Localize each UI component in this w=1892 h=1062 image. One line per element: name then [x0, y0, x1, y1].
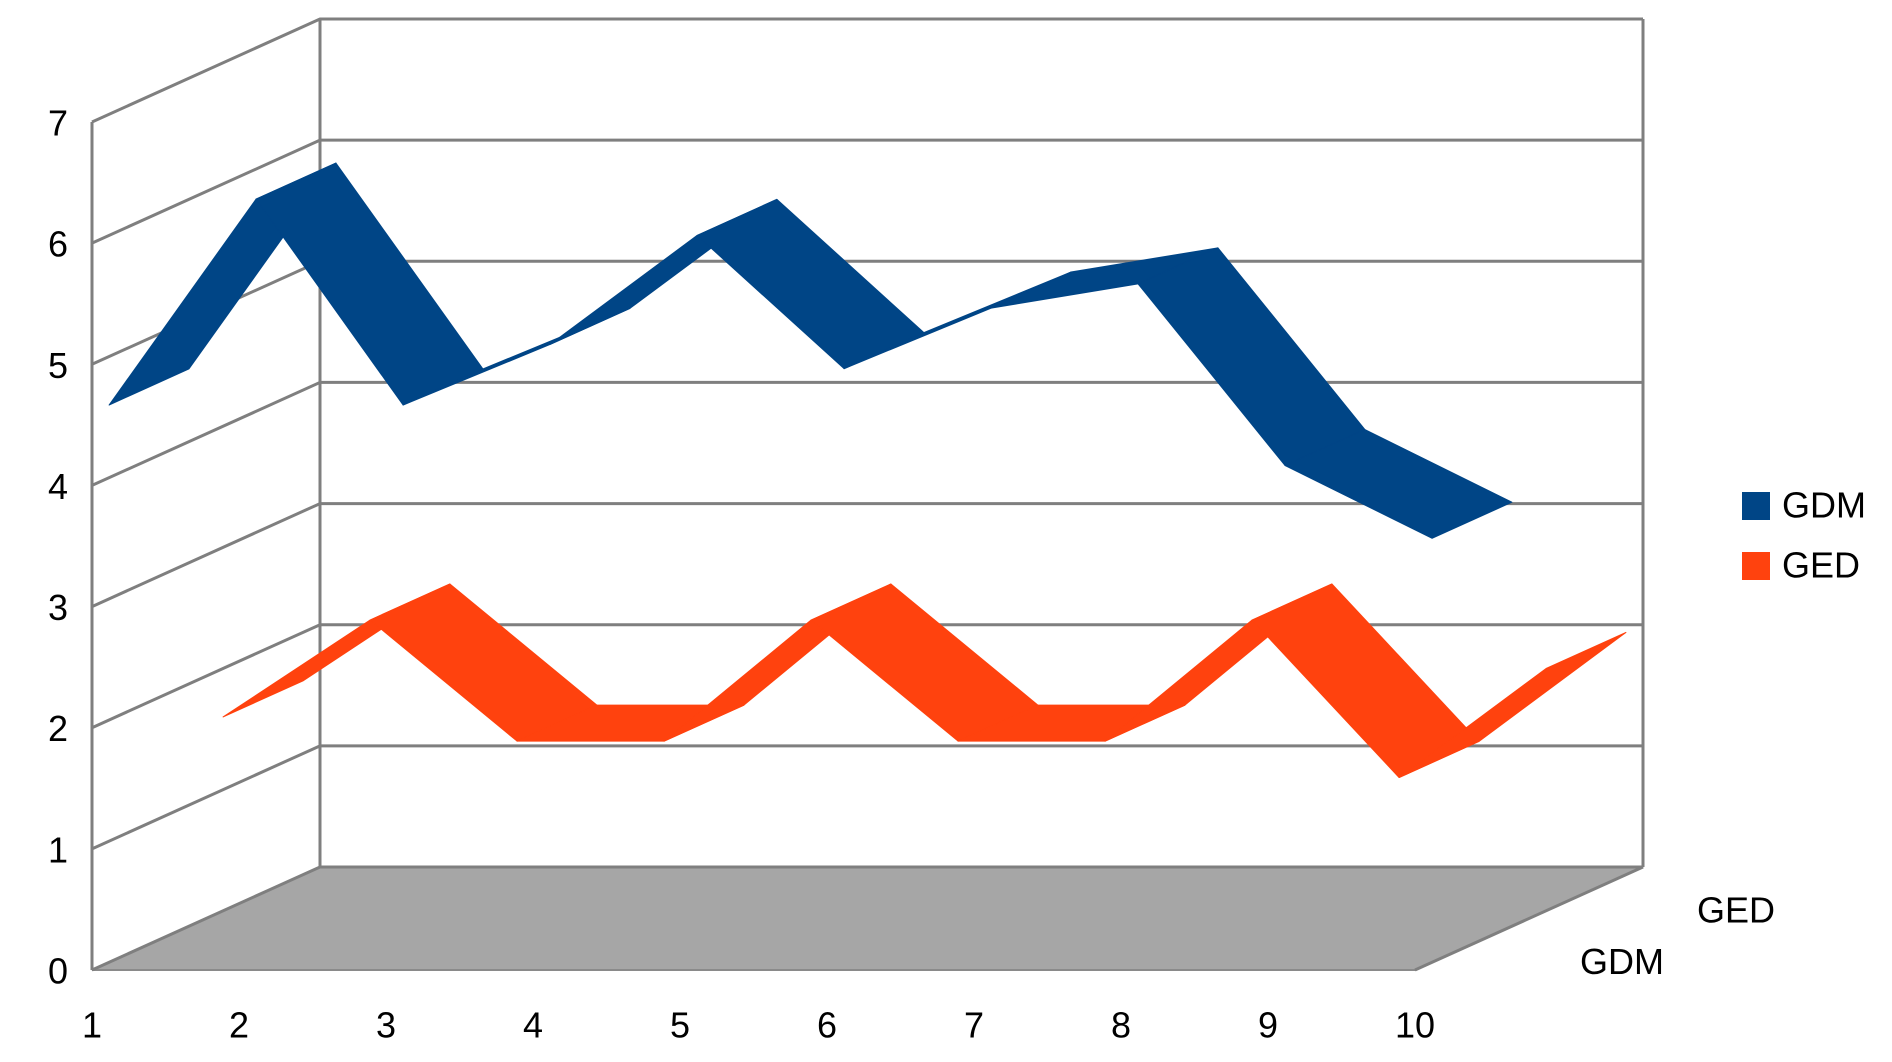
ribbon-segment [696, 198, 925, 370]
y-tick-label: 7 [48, 103, 68, 144]
ribbon-segment [810, 583, 1039, 742]
grid-line [91, 865, 1643, 972]
x-tick-label: 4 [523, 1005, 543, 1046]
ribbon-segment [1284, 429, 1513, 539]
ribbon-segment [369, 583, 598, 742]
legend-label: GDM [1782, 485, 1866, 526]
legend-swatch [1742, 552, 1770, 580]
x-tick-label: 10 [1395, 1005, 1435, 1046]
grid-line [91, 623, 1643, 730]
grid-line [91, 744, 1643, 851]
ribbon-segment [255, 162, 484, 406]
grid-line [91, 17, 1643, 124]
x-tick-label: 2 [229, 1005, 249, 1046]
x-tick-label: 5 [670, 1005, 690, 1046]
y-tick-label: 6 [48, 224, 68, 265]
y-tick-label: 0 [48, 951, 68, 992]
y-tick-label: 3 [48, 587, 68, 628]
y-tick-label: 5 [48, 345, 68, 386]
x-tick-label: 7 [964, 1005, 984, 1046]
depth-label: GED [1697, 889, 1775, 930]
x-tick-label: 6 [817, 1005, 837, 1046]
x-tick-label: 9 [1258, 1005, 1278, 1046]
x-tick-label: 8 [1111, 1005, 1131, 1046]
grid-line [91, 380, 1643, 487]
ribbon-segment [1137, 247, 1366, 467]
depth-label: GDM [1580, 941, 1664, 982]
grid-line [91, 502, 1643, 608]
y-tick-label: 2 [48, 708, 68, 749]
y-tick-label: 4 [48, 466, 68, 507]
legend-swatch [1742, 492, 1770, 520]
legend-label: GED [1782, 545, 1860, 586]
ribbon-segment [1398, 631, 1627, 779]
floor [91, 866, 1644, 971]
y-tick-label: 1 [48, 829, 68, 870]
wall-frame [1414, 865, 1644, 972]
x-tick-label: 1 [82, 1005, 102, 1046]
x-tick-label: 3 [376, 1005, 396, 1046]
grid-line [91, 138, 1643, 245]
